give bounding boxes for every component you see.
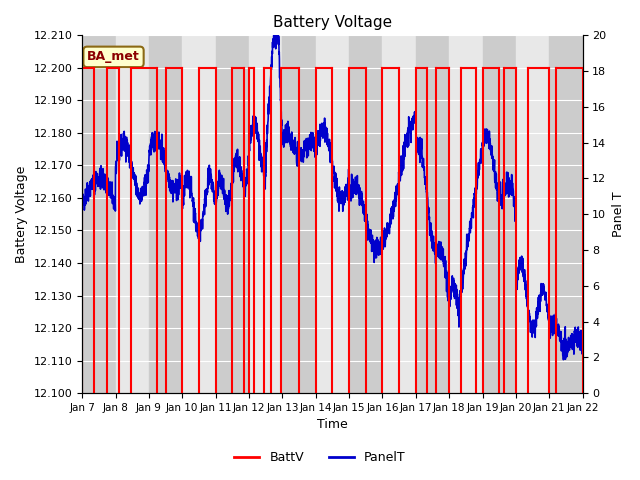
Bar bbox=[549, 36, 582, 393]
Text: BA_met: BA_met bbox=[87, 50, 140, 63]
Bar bbox=[82, 36, 115, 393]
Bar bbox=[249, 36, 282, 393]
Bar bbox=[216, 36, 249, 393]
Bar bbox=[282, 36, 316, 393]
Bar bbox=[416, 36, 449, 393]
Bar bbox=[349, 36, 383, 393]
Bar bbox=[483, 36, 516, 393]
Bar bbox=[449, 36, 483, 393]
Y-axis label: Battery Voltage: Battery Voltage bbox=[15, 166, 28, 263]
Bar bbox=[115, 36, 149, 393]
Y-axis label: Panel T: Panel T bbox=[612, 192, 625, 237]
Bar bbox=[149, 36, 182, 393]
Bar bbox=[383, 36, 416, 393]
Bar bbox=[316, 36, 349, 393]
Title: Battery Voltage: Battery Voltage bbox=[273, 15, 392, 30]
Bar bbox=[516, 36, 549, 393]
X-axis label: Time: Time bbox=[317, 419, 348, 432]
Bar bbox=[182, 36, 216, 393]
Legend: BattV, PanelT: BattV, PanelT bbox=[229, 446, 411, 469]
